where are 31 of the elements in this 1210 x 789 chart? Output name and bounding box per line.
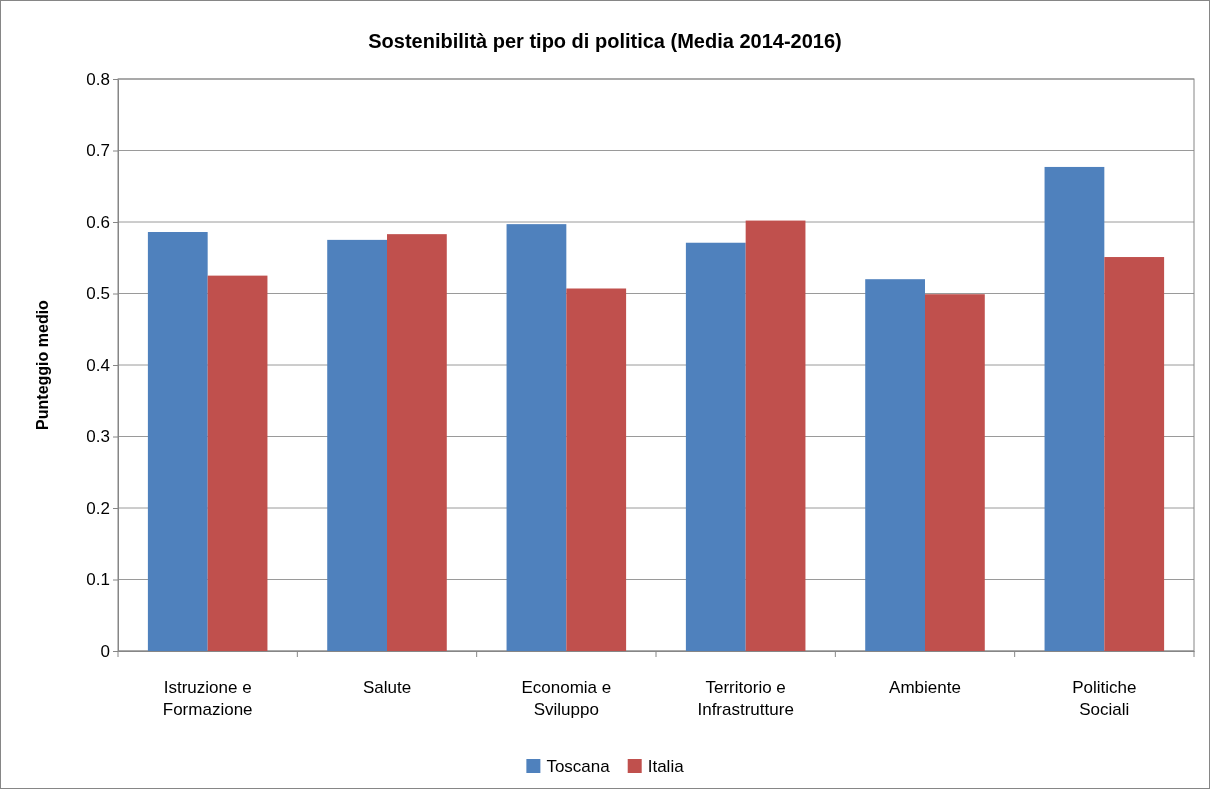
y-tick-label: 0.6 xyxy=(86,212,110,232)
y-tick-label: 0.1 xyxy=(86,570,110,590)
y-tick-label: 0.4 xyxy=(86,355,110,375)
bar xyxy=(147,232,208,651)
y-tick-label: 0.2 xyxy=(86,498,110,518)
x-tick-label: Istruzione e Formazione xyxy=(162,678,253,719)
legend-label: Toscana xyxy=(546,757,611,776)
x-tick-label: Salute xyxy=(362,678,412,697)
y-axis-title: Punteggio medio xyxy=(34,299,51,430)
bar xyxy=(1104,257,1165,651)
y-tick-label: 0.7 xyxy=(86,141,110,161)
bar xyxy=(506,224,567,651)
bar xyxy=(925,294,985,651)
chart-title: Sostenibilità per tipo di politica (Media 2014-2016) xyxy=(368,30,842,52)
y-tick-label: 0.8 xyxy=(86,69,110,89)
bar xyxy=(1044,166,1105,651)
bar xyxy=(685,242,746,651)
bar xyxy=(745,220,806,651)
x-tick-label: Economia e Sviluppo xyxy=(521,678,612,719)
bar xyxy=(387,234,447,651)
legend-label: Italia xyxy=(647,757,685,776)
bar xyxy=(207,275,268,651)
bar xyxy=(566,288,627,651)
x-tick-label: Territorio e Infrastrutture xyxy=(697,678,794,719)
x-tick-label: Politiche Sociali xyxy=(1072,678,1137,719)
bar xyxy=(327,239,387,651)
y-tick-label: 0.3 xyxy=(86,427,110,447)
bar xyxy=(865,279,925,651)
y-tick-label: 0.5 xyxy=(86,284,110,304)
y-tick-label: 0 xyxy=(100,641,110,661)
x-tick-label: Ambiente xyxy=(889,678,961,697)
